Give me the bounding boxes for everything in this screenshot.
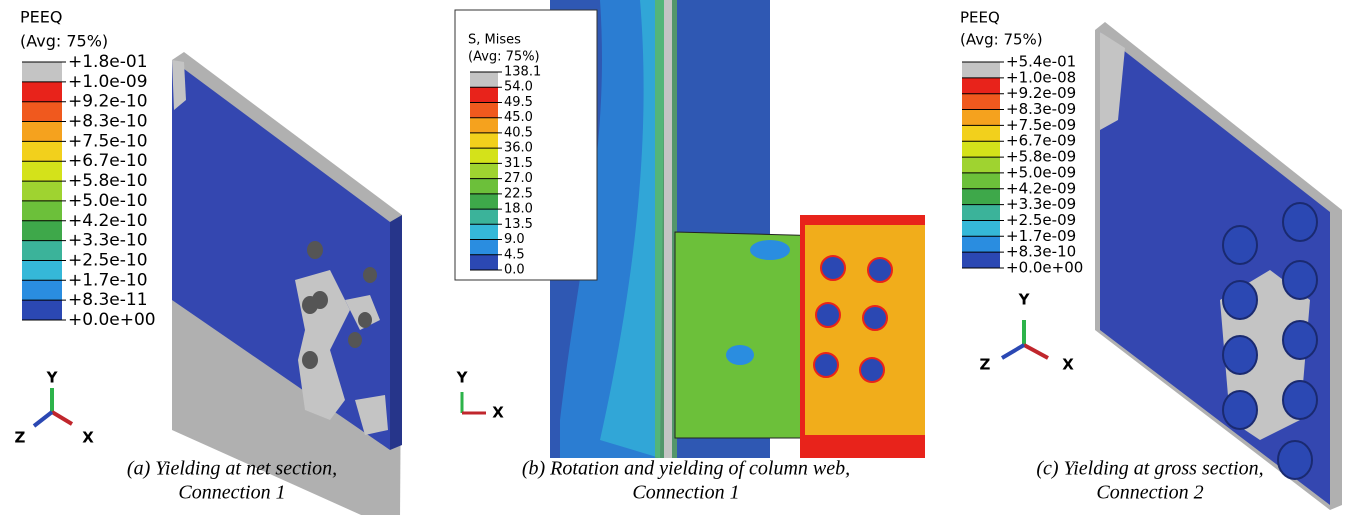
legend-title: PEEQ — [960, 9, 1000, 27]
legend-label: 27.0 — [504, 171, 533, 186]
legend-swatch — [22, 221, 62, 241]
legend-swatch — [470, 72, 498, 87]
legend-label: +5.8e-10 — [68, 171, 148, 191]
legend-swatch — [962, 78, 1000, 94]
legend-label: 13.5 — [504, 217, 533, 232]
legend-swatch — [470, 209, 498, 224]
legend-swatch — [962, 157, 1000, 173]
legend-label: 0.0 — [504, 263, 525, 278]
axis-label: X — [82, 429, 94, 447]
legend-swatch — [470, 224, 498, 239]
legend-swatch — [470, 179, 498, 194]
legend-label: +3.3e-10 — [68, 231, 148, 251]
legend-swatch — [470, 194, 498, 209]
legend-swatch — [962, 125, 1000, 141]
caption: (b) Rotation and yielding of column web, — [522, 458, 850, 480]
caption: (c) Yielding at gross section, — [1036, 458, 1263, 480]
caption: Connection 1 — [178, 482, 285, 504]
legend-swatch — [22, 82, 62, 102]
axis-triad-c — [1002, 320, 1048, 358]
legend-swatch — [22, 300, 62, 320]
caption: Connection 1 — [632, 482, 739, 504]
axis-label: X — [1062, 356, 1074, 374]
legend-swatch — [470, 133, 498, 148]
legend-label: 40.5 — [504, 125, 533, 140]
legend-swatch — [22, 102, 62, 122]
legend-label: +5.0e-10 — [68, 191, 148, 211]
legend-swatch — [22, 260, 62, 280]
legend-label: 9.0 — [504, 232, 525, 247]
legend-swatch — [470, 118, 498, 133]
plate-a — [172, 52, 402, 515]
legend-swatch — [22, 280, 62, 300]
axis-label: Y — [1018, 291, 1031, 309]
axis-triad-a — [34, 388, 72, 426]
legend-swatch — [962, 252, 1000, 268]
legend-label: +1.7e-10 — [68, 270, 148, 290]
legend-swatch — [962, 189, 1000, 205]
legend-label: +7.5e-10 — [68, 131, 148, 151]
legend-swatch — [962, 236, 1000, 252]
legend-swatch — [22, 141, 62, 161]
legend-swatch — [470, 148, 498, 163]
legend-label: +4.2e-10 — [68, 211, 148, 231]
legend-label: 36.0 — [504, 141, 533, 156]
legend-label: +1.8e-01 — [68, 52, 148, 72]
legend-swatch — [962, 220, 1000, 236]
legend-label: 31.5 — [504, 156, 533, 171]
legend-swatch — [962, 110, 1000, 126]
legend-label: 45.0 — [504, 110, 533, 125]
legend-swatch — [962, 141, 1000, 157]
legend-swatch — [962, 62, 1000, 78]
axis-label: Z — [15, 429, 26, 447]
legend-swatch — [470, 163, 498, 178]
legend-swatch — [962, 94, 1000, 110]
legend-label: 138.1 — [504, 65, 541, 80]
axis-label: X — [492, 404, 504, 422]
axis-label: Y — [46, 369, 59, 387]
legend-label: 49.5 — [504, 95, 533, 110]
legend-label: 4.5 — [504, 247, 525, 262]
legend-swatch — [22, 201, 62, 221]
legend-swatch — [22, 62, 62, 82]
legend-subtitle: (Avg: 75%) — [468, 50, 540, 65]
legend-swatch — [470, 87, 498, 102]
legend-subtitle: (Avg: 75%) — [960, 31, 1043, 49]
legend-label: 18.0 — [504, 202, 533, 217]
legend-label: +8.3e-10 — [68, 112, 148, 132]
legend-swatch — [470, 102, 498, 117]
legend-label: +0.0e+00 — [68, 310, 156, 330]
legend-swatch — [962, 205, 1000, 221]
legend-label: 22.5 — [504, 186, 533, 201]
legend-swatch — [470, 240, 498, 255]
legend-label: +6.7e-10 — [68, 151, 148, 171]
legend-label: +2.5e-10 — [68, 250, 148, 270]
plate-c — [1095, 22, 1342, 510]
legend-label: +0.0e+00 — [1006, 259, 1083, 277]
legend-title: PEEQ — [20, 8, 62, 27]
legend-swatch — [22, 181, 62, 201]
legend-label: 54.0 — [504, 80, 533, 95]
legend-title: S, Mises — [468, 33, 521, 48]
caption: (a) Yielding at net section, — [127, 458, 337, 480]
legend-swatch — [22, 122, 62, 142]
caption: Connection 2 — [1096, 482, 1203, 504]
legend-label: +8.3e-11 — [68, 290, 148, 310]
legend-swatch — [470, 255, 498, 270]
legend-subtitle: (Avg: 75%) — [20, 32, 108, 51]
axis-label: Z — [980, 356, 991, 374]
axis-label: Y — [456, 369, 469, 387]
figure: Y Z X (a) Yielding at net section, Conne… — [0, 0, 1348, 515]
legend-swatch — [22, 161, 62, 181]
legend-label: +1.0e-09 — [68, 72, 148, 92]
legend-label: +9.2e-10 — [68, 92, 148, 112]
legend-swatch — [962, 173, 1000, 189]
legend-swatch — [22, 241, 62, 261]
